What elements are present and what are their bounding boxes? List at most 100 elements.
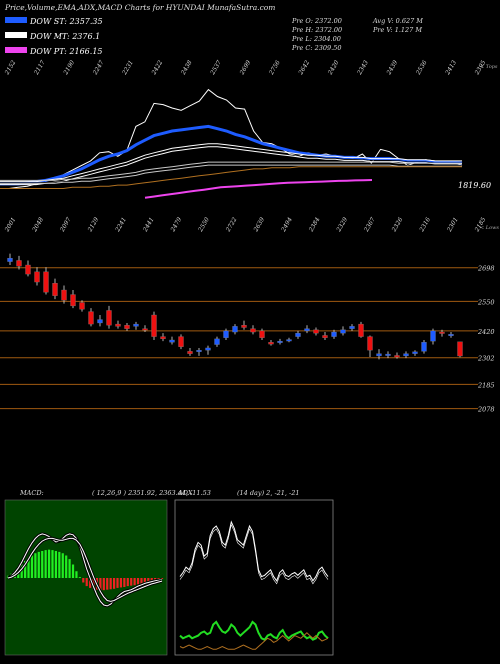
top-value-label: 2438 [179,59,193,77]
legend-swatch-mt [5,32,27,38]
price-level-label: 2302 [477,355,495,363]
candle-body [277,340,283,343]
price-level-label: 2078 [477,406,495,414]
price-level-label: 2550 [477,298,495,306]
candle-body [16,260,22,267]
candle-body [61,289,67,301]
candle-body [196,350,202,352]
quote-prev-close: Pre C: 2309.50 [291,44,342,52]
ema-series-shadow [0,145,462,184]
candle-body [457,341,463,357]
candlesticks [7,253,463,360]
candle-body [52,283,58,296]
candle-body [439,331,445,334]
quote-avg-volume: Avg V: 0.627 M [372,17,423,25]
candle-body [178,336,184,347]
price-level-label: 2698 [477,265,495,273]
quote-prev-open: Pre O: 2372.00 [291,17,342,25]
bottom-value-label: 2129 [86,216,100,234]
top-value-label: 2420 [326,59,340,77]
candle-body [25,264,31,275]
candle-body [412,351,418,354]
bottom-value-label: 2494 [280,216,294,234]
candle-body [295,333,301,337]
candle-body [88,311,94,325]
candle-body [313,329,319,334]
candle-body [286,339,292,342]
candle-body [304,328,310,332]
price-level-label: 2420 [477,328,495,336]
ema-series-line [0,88,463,189]
candle-body [79,302,85,310]
top-value-label: 2231 [121,59,135,77]
candle-body [241,325,247,328]
candle-body [232,326,238,333]
candle-body [34,271,40,283]
top-value-label: 2152 [3,59,17,77]
candle-body [160,336,166,340]
top-value-label: 2642 [297,59,311,77]
legend-dow-pt: DOW PT: 2166.15 [29,47,103,56]
bottom-value-label: 2479 [169,216,183,234]
adx-series-line [179,632,329,650]
candle-body [340,329,346,334]
candle-body [394,355,400,358]
top-value-label: 2247 [91,59,105,77]
adx-series-line [179,620,329,641]
candle-body [97,319,103,324]
top-value-label: 2439 [385,59,399,77]
top-value-label: 2343 [356,59,370,77]
bottom-value-label: 2241 [114,216,128,234]
chart-title: Price,Volume,EMA,ADX,MACD Charts for HYU… [4,3,275,12]
candle-body [115,323,121,327]
macd-label: MACD: [19,489,44,497]
macd-params: ( 12,26,9 ) 2351.92, 2363.44, -11.53 [92,489,211,497]
top-value-label: 2422 [150,59,164,77]
bottom-value-label: 2329 [335,216,349,234]
bottom-value-label: 2301 [446,216,460,234]
top-value-label: 2117 [33,59,47,77]
candle-body [214,338,220,345]
tops-scale-label: < Tops [480,64,498,70]
bottom-value-label: 2001 [3,216,17,234]
legend-swatch-pt [5,47,27,53]
bottom-value-label: 2048 [31,216,45,234]
candle-body [259,330,265,338]
top-value-label: 2756 [268,59,282,77]
bottom-value-label: 2384 [307,216,321,234]
top-value-label: 2537 [209,59,223,77]
candle-body [367,336,373,351]
candle-body [430,330,436,342]
ema-series-line [144,179,373,199]
candle-body [124,325,130,329]
candle-body [169,339,175,343]
ema-series-line [0,161,462,181]
bottom-value-label: 2097 [58,216,72,234]
top-value-label: 2536 [414,59,428,77]
top-value-labels: 2152 2117 2190 2247 2231 2422 2438 2537 2699 2756… [3,59,487,77]
legend-dow-st: DOW ST: 2357.35 [29,17,103,26]
candle-body [322,335,328,338]
candle-body [142,328,148,331]
adx-params: (14 day) 2, -21, -21 [237,489,300,497]
bottom-value-label: 2722 [224,216,238,234]
adx-series-line [179,520,329,582]
quote-prev-low: Pre L: 2304.00 [291,35,341,43]
quote-prev-volume: Pre V: 1.127 M [372,26,422,34]
candle-body [250,328,256,333]
lows-scale-label: < Lows [480,225,499,231]
candle-body [106,310,112,326]
top-value-label: 2190 [62,59,76,77]
legend-dow-mt: DOW MT: 2376.1 [29,32,100,41]
candle-body [385,353,391,356]
candle-body [376,353,382,357]
bottom-value-label: 2441 [141,216,155,234]
macd-line [7,533,163,607]
price-level-lines: 2698 2550 2420 2302 2185 2078 [0,265,495,414]
ema-series-line [0,124,463,186]
candle-body [403,353,409,357]
ema-series-line [0,164,462,184]
adx-label: ADX [177,489,193,497]
